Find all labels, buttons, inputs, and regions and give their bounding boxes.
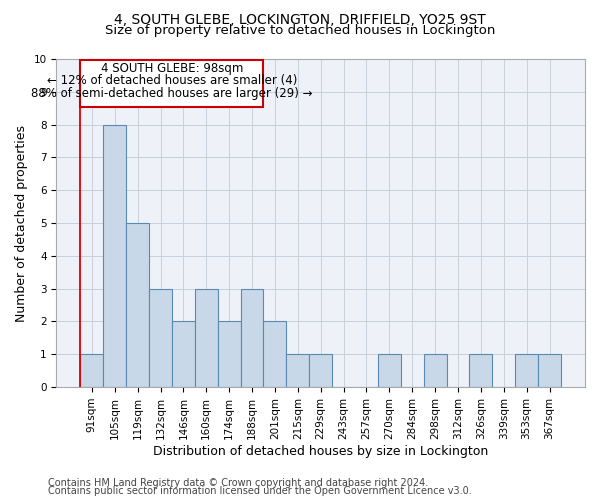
Bar bbox=[172, 322, 195, 387]
Bar bbox=[469, 354, 493, 387]
Bar bbox=[126, 223, 149, 387]
Bar bbox=[263, 322, 286, 387]
Bar bbox=[309, 354, 332, 387]
Bar bbox=[218, 322, 241, 387]
Text: 4, SOUTH GLEBE, LOCKINGTON, DRIFFIELD, YO25 9ST: 4, SOUTH GLEBE, LOCKINGTON, DRIFFIELD, Y… bbox=[114, 12, 486, 26]
Bar bbox=[515, 354, 538, 387]
Bar bbox=[286, 354, 309, 387]
FancyBboxPatch shape bbox=[80, 60, 263, 106]
Bar bbox=[80, 354, 103, 387]
Bar bbox=[538, 354, 561, 387]
Bar bbox=[195, 288, 218, 387]
Y-axis label: Number of detached properties: Number of detached properties bbox=[15, 124, 28, 322]
Text: Contains public sector information licensed under the Open Government Licence v3: Contains public sector information licen… bbox=[48, 486, 472, 496]
Bar bbox=[378, 354, 401, 387]
Text: 88% of semi-detached houses are larger (29) →: 88% of semi-detached houses are larger (… bbox=[31, 87, 313, 100]
Text: Size of property relative to detached houses in Lockington: Size of property relative to detached ho… bbox=[105, 24, 495, 37]
Text: 4 SOUTH GLEBE: 98sqm: 4 SOUTH GLEBE: 98sqm bbox=[101, 62, 243, 76]
Bar bbox=[424, 354, 446, 387]
Bar bbox=[149, 288, 172, 387]
Text: Contains HM Land Registry data © Crown copyright and database right 2024.: Contains HM Land Registry data © Crown c… bbox=[48, 478, 428, 488]
X-axis label: Distribution of detached houses by size in Lockington: Distribution of detached houses by size … bbox=[153, 444, 488, 458]
Bar bbox=[103, 124, 126, 387]
Bar bbox=[241, 288, 263, 387]
Text: ← 12% of detached houses are smaller (4): ← 12% of detached houses are smaller (4) bbox=[47, 74, 297, 87]
